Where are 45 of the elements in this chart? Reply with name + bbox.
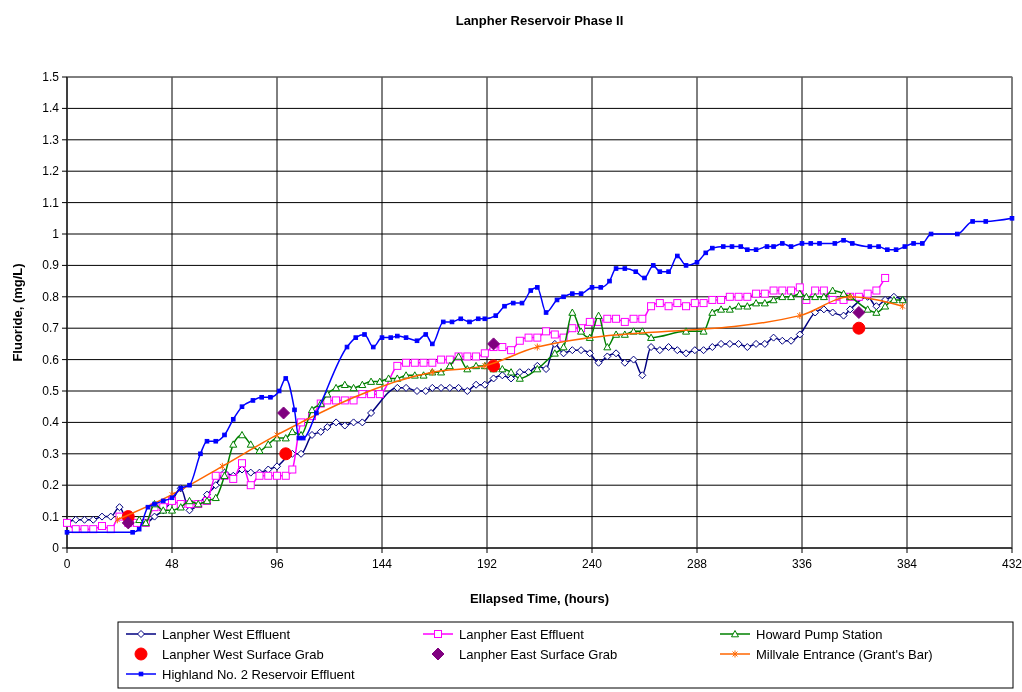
x-tick-label: 144 <box>371 557 393 571</box>
x-tick-label: 48 <box>165 557 179 571</box>
y-tick-label: 0.3 <box>42 446 60 461</box>
point <box>487 337 501 351</box>
point <box>219 462 226 471</box>
y-tick-label: 0.6 <box>42 352 60 367</box>
point <box>279 447 293 461</box>
legend-label: Lanpher East Effluent <box>459 627 585 642</box>
y-tick-label: 1 <box>52 227 60 241</box>
y-tick-label: 1.2 <box>42 164 60 179</box>
x-tick-label: 96 <box>270 557 284 571</box>
legend-label: Highland No. 2 Reservoir Effluent <box>162 667 356 682</box>
point <box>277 406 291 420</box>
y-tick-label: 0.2 <box>42 478 60 493</box>
y-tick-label: 0 <box>52 541 60 555</box>
point <box>852 306 866 319</box>
y-tick-label: 0.4 <box>42 415 60 430</box>
point <box>899 302 906 311</box>
y-tick-label: 0.8 <box>42 289 60 304</box>
y-tick-label: 0.1 <box>42 509 60 524</box>
legend-label: Howard Pump Station <box>756 627 883 642</box>
x-tick-label: 288 <box>686 557 708 571</box>
y-axis-title: Fluoride, (mg/L) <box>10 263 25 362</box>
legend-label: Lanpher East Surface Grab <box>459 647 618 662</box>
y-tick-label: 0.5 <box>42 384 60 398</box>
x-tick-label: 432 <box>1001 557 1022 571</box>
x-tick-label: 336 <box>791 557 813 571</box>
x-tick-label: 192 <box>476 557 498 571</box>
point <box>796 311 803 320</box>
legend-label: Lanpher West Surface Grab <box>162 647 324 662</box>
legend-label: Millvale Entrance (Grant's Bar) <box>756 647 933 662</box>
y-tick-label: 0.9 <box>42 258 60 273</box>
y-tick-label: 1.4 <box>42 101 60 116</box>
legend-label: Lanpher West Effluent <box>162 627 291 642</box>
x-tick-label: 240 <box>581 557 603 571</box>
y-tick-label: 0.7 <box>42 321 60 336</box>
point <box>852 321 866 335</box>
chart-title: Lanpher Reservoir Phase II <box>455 13 624 28</box>
y-tick-label: 1.5 <box>42 70 60 84</box>
y-tick-label: 1.3 <box>42 132 60 147</box>
x-tick-label: 384 <box>896 557 918 571</box>
y-tick-label: 1.1 <box>42 195 60 210</box>
x-axis-title: Ellapsed Time, (hours) <box>469 591 610 606</box>
x-tick-label: 0 <box>63 557 71 571</box>
point <box>534 343 541 352</box>
